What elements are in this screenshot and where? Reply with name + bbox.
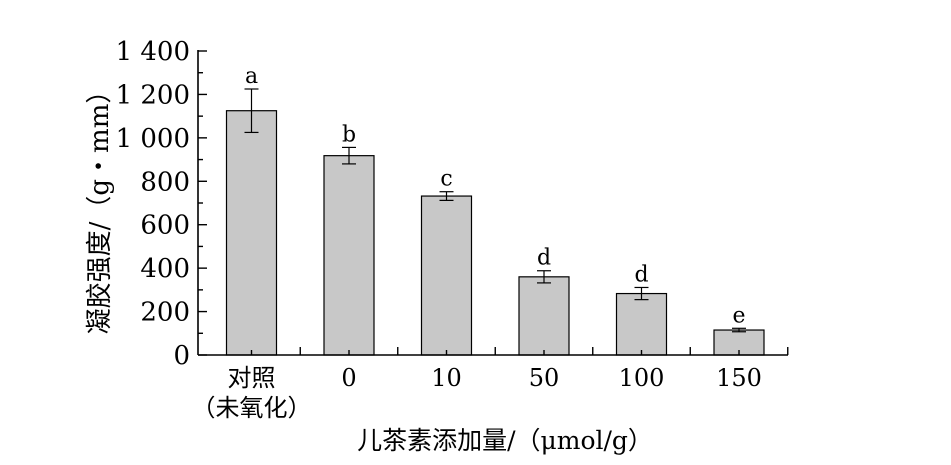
error-bars: [244, 88, 746, 333]
bar: [615, 292, 668, 356]
bar: [518, 276, 570, 356]
y-tick-label: 600: [140, 211, 190, 241]
bar: [420, 195, 473, 356]
x-tick-label: 100: [619, 364, 665, 392]
y-tick-label: 1 400: [116, 37, 190, 67]
bar: [225, 110, 278, 356]
y-tick-label: 200: [140, 298, 190, 328]
significance-letter: b: [342, 122, 356, 147]
significance-letters: a b c d d e: [245, 64, 746, 328]
x-tick-label: 150: [716, 364, 762, 392]
y-tick-label: 800: [140, 167, 190, 197]
y-axis-label: 凝胶强度/（g・mm）: [85, 78, 115, 335]
significance-letter: d: [537, 246, 551, 271]
significance-letter: d: [634, 262, 648, 287]
y-tick-label: 0: [173, 341, 190, 371]
y-tick-label: 1 200: [116, 80, 190, 110]
y-tick-label: 400: [140, 254, 190, 284]
x-tick-label: 对照（未氧化）: [192, 364, 312, 422]
x-axis: 对照（未氧化） 0 10 50 100 150: [192, 347, 789, 422]
x-tick-label: 50: [529, 364, 560, 392]
x-tick-label: 0: [341, 364, 356, 392]
x-tick-label: 10: [431, 364, 462, 392]
significance-letter: a: [245, 64, 258, 89]
bar: [323, 155, 375, 356]
y-tick-label: 1 000: [116, 124, 190, 154]
significance-letter: c: [440, 167, 452, 192]
significance-letter: e: [732, 303, 745, 328]
y-axis: 0 200 400 600 800 1 000 1 200 1 400: [116, 37, 207, 371]
x-axis-label: 儿茶素添加量/（μmol/g）: [357, 426, 653, 455]
bar-series: [225, 110, 765, 356]
